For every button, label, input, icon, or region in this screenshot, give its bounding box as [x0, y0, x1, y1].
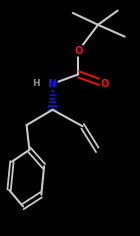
- Text: N: N: [48, 79, 57, 89]
- Text: O: O: [100, 79, 108, 89]
- Text: O: O: [74, 46, 82, 56]
- Text: H: H: [32, 79, 39, 88]
